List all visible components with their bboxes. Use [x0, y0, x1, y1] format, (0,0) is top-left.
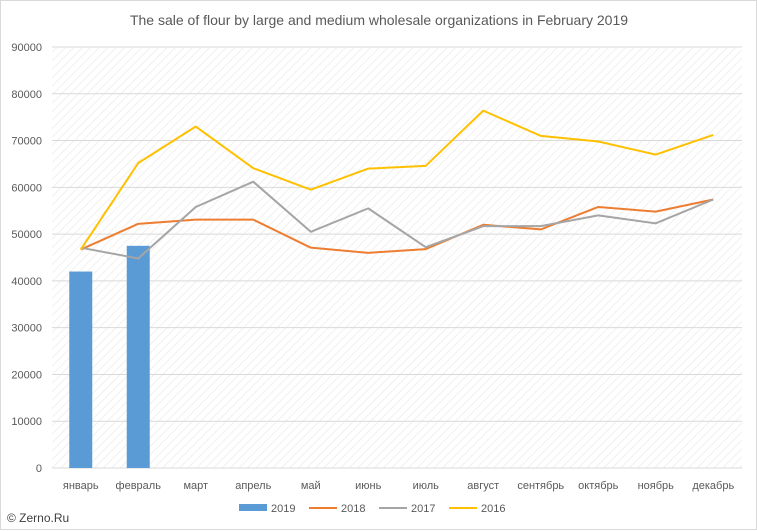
y-tick-label: 40000: [11, 276, 42, 288]
y-tick-label: 30000: [11, 323, 42, 335]
line-series-group: [79, 109, 714, 260]
line-series-2018: [80, 198, 714, 254]
grid-lines: [52, 46, 742, 469]
watermark: © Zerno.Ru: [7, 511, 69, 525]
bar-2019-февраль: [126, 245, 150, 468]
line-series-2016: [79, 109, 714, 251]
x-tick-label: февраль: [116, 480, 162, 492]
x-tick-label: сентябрь: [517, 480, 564, 492]
legend-label: 2017: [411, 503, 435, 515]
legend: 2019 2018 2017 2016: [239, 503, 505, 515]
y-tick-label: 60000: [11, 182, 42, 194]
legend-entry-2018: 2018: [309, 503, 365, 515]
bar-series-group: [69, 245, 150, 468]
x-tick-label: апрель: [235, 480, 271, 492]
x-tick-label: июль: [413, 480, 440, 492]
x-tick-label: июнь: [355, 480, 381, 492]
y-tick-label: 0: [36, 463, 42, 475]
plot-area-background: [52, 47, 742, 468]
legend-swatch: [239, 504, 267, 511]
legend-entry-2019: 2019: [239, 503, 295, 515]
x-tick-label: декабрь: [692, 480, 734, 492]
x-axis-ticks: январь февраль март апрель май июнь июль август…: [63, 480, 735, 492]
y-tick-label: 80000: [11, 89, 42, 101]
legend-entry-2017: 2017: [379, 503, 435, 515]
y-tick-label: 50000: [11, 229, 42, 241]
legend-label: 2019: [271, 503, 295, 515]
x-tick-label: январь: [63, 480, 99, 492]
x-tick-label: май: [301, 480, 321, 492]
chart-title: The sale of flour by large and medium wh…: [130, 12, 628, 28]
legend-entry-2016: 2016: [449, 503, 505, 515]
y-tick-label: 10000: [11, 416, 42, 428]
y-tick-label: 20000: [11, 369, 42, 381]
y-axis-ticks: 0 10000 20000 30000 40000 50000 60000 70000 8000…: [11, 42, 42, 475]
legend-label: 2018: [341, 503, 365, 515]
x-tick-label: октябрь: [578, 480, 618, 492]
y-tick-label: 90000: [11, 42, 42, 54]
line-series-2017: [80, 180, 714, 260]
x-tick-label: ноябрь: [638, 480, 675, 492]
bar-2019-январь: [69, 271, 93, 468]
x-tick-label: март: [183, 480, 208, 492]
y-tick-label: 70000: [11, 136, 42, 148]
legend-label: 2016: [481, 503, 505, 515]
x-tick-label: август: [467, 480, 499, 492]
